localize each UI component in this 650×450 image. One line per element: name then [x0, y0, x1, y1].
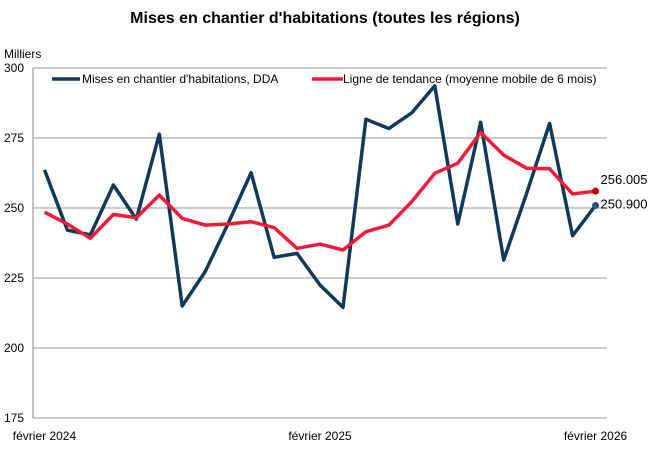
data-point-trend: [592, 187, 600, 195]
last-value-label-dda: 250.900: [601, 196, 648, 211]
series-line-trend: [43, 130, 596, 252]
y-tick-label: 275: [4, 131, 24, 145]
x-tick-label: février 2024: [13, 429, 77, 443]
x-tick-label: février 2025: [288, 429, 352, 443]
y-tick-label: 250: [4, 201, 24, 215]
data-point-dda: [592, 201, 600, 209]
y-tick-label: 200: [4, 341, 24, 355]
chart-title: Mises en chantier d'habitations (toutes …: [130, 10, 520, 27]
y-tick-label: 300: [4, 61, 24, 75]
legend: Mises en chantier d'habitations, DDA Lig…: [52, 72, 597, 86]
y-tick-label: 225: [4, 271, 24, 285]
legend-label-trend: Ligne de tendance (moyenne mobile de 6 m…: [343, 72, 597, 86]
legend-label-dda: Mises en chantier d'habitations, DDA: [82, 72, 278, 86]
series-line-dda: [42, 84, 597, 310]
last-value-label-trend: 256.005: [601, 172, 648, 187]
x-tick-label: février 2026: [564, 429, 628, 443]
y-axis-label: Milliers: [4, 47, 41, 61]
y-tick-label: 175: [4, 411, 24, 425]
